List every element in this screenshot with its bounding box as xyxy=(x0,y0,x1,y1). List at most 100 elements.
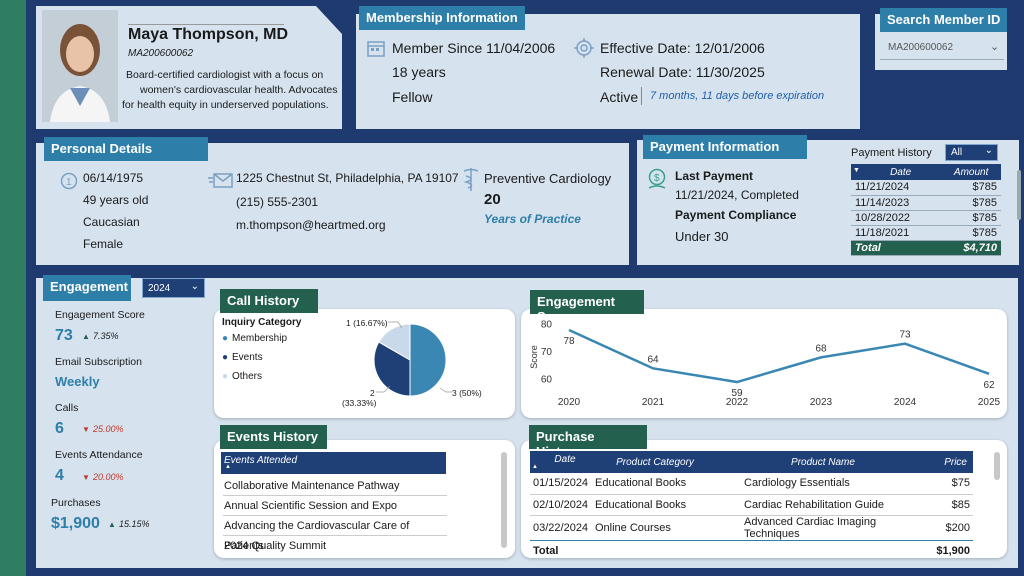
phone: (215) 555-2301 xyxy=(236,195,319,209)
payment-date: 11/14/2023 xyxy=(851,195,942,211)
legend-events: Events xyxy=(232,352,263,363)
purchase-category: Online Courses xyxy=(592,515,718,541)
legend-others: Others xyxy=(232,371,263,382)
engagement-score-change: 7.35% xyxy=(93,331,119,341)
pie-label-events-count: 2 xyxy=(370,388,375,398)
payment-amount: $785 xyxy=(941,210,1001,226)
pie-leader-others xyxy=(388,321,403,329)
arrow-down-icon: ▼ xyxy=(82,473,90,482)
payment-col-date-label: Date xyxy=(890,166,912,178)
effective-date: Effective Date: 12/01/2006 xyxy=(600,40,765,56)
purchase-total-value: $1,900 xyxy=(936,544,970,557)
address: 1225 Chestnut St, Philadelphia, PA 19107 xyxy=(236,171,459,185)
pie-leader-membership xyxy=(439,387,452,393)
purchases-label: Purchases xyxy=(51,497,101,509)
purchase-price: $200 xyxy=(928,515,973,541)
list-item: Annual Scientific Session and Expo xyxy=(223,496,447,516)
arrow-down-icon: ▼ xyxy=(82,425,90,434)
engagement-year-value: 2024 xyxy=(148,283,171,294)
search-header: Search Member ID xyxy=(880,8,1008,32)
chevron-down-icon[interactable]: ⌄ xyxy=(990,41,1000,53)
events-col-header[interactable]: Events Attended ▲ xyxy=(221,452,446,474)
events-attendance-change: 20.00% xyxy=(93,472,124,482)
purchase-date: 03/22/2024 xyxy=(530,515,592,541)
engagement-score-card xyxy=(521,309,1007,418)
legend-dot-others: ● xyxy=(222,371,229,382)
payment-amount: $785 xyxy=(941,195,1001,211)
expiry-note: 7 months, 11 days before expiration xyxy=(650,90,825,102)
purchases-value: $1,900 xyxy=(51,515,100,532)
engagement-score-header: Engagement Score xyxy=(530,290,644,324)
profile-name: Maya Thompson, MD xyxy=(128,26,289,43)
sort-desc-icon: ▼ xyxy=(853,166,860,174)
events-col-label: Events Attended xyxy=(224,455,298,466)
scrollbar[interactable] xyxy=(501,452,507,548)
payment-col-amount[interactable]: Amount xyxy=(941,164,1001,180)
purchase-col-price[interactable]: Price xyxy=(928,451,973,473)
events-history-header: Events History xyxy=(220,425,327,449)
purchase-col-category[interactable]: Product Category xyxy=(592,451,718,473)
series-line xyxy=(568,328,990,384)
x-tick-label: 2021 xyxy=(642,397,665,408)
mail-icon xyxy=(208,173,233,188)
email-subscription-label: Email Subscription xyxy=(55,356,142,368)
engagement-year-select[interactable]: 2024 ⌄ xyxy=(142,278,205,298)
x-tick-label: 2020 xyxy=(558,397,581,408)
payment-history-filter[interactable]: All ⌄ xyxy=(945,144,998,161)
data-label: 62 xyxy=(983,380,995,391)
purchase-total-label: Total xyxy=(533,544,559,557)
payment-col-date[interactable]: ▼ Date xyxy=(851,164,942,180)
pie-label-others: 1 (16.67%) xyxy=(346,318,388,328)
x-tick-label: 2024 xyxy=(894,397,917,408)
scrollbar[interactable] xyxy=(1017,170,1021,220)
legend-dot-membership: ● xyxy=(222,333,229,344)
calls-value: 6 xyxy=(55,420,64,437)
target-icon xyxy=(574,38,594,58)
ethnicity: Caucasian xyxy=(83,215,140,229)
profile-bio-line-2: women's cardiovascular health. Advocates xyxy=(140,84,338,96)
status-divider xyxy=(641,87,642,105)
data-label: 64 xyxy=(647,354,659,365)
y-axis-label: Score xyxy=(529,345,539,369)
compliance-label: Payment Compliance xyxy=(675,208,797,222)
purchase-date: 01/15/2024 xyxy=(530,473,592,495)
avatar xyxy=(42,10,118,122)
gender: Female xyxy=(83,237,124,251)
caduceus-icon xyxy=(463,168,479,191)
email-subscription-value: Weekly xyxy=(55,374,100,389)
call-history-card xyxy=(214,309,515,418)
last-payment-label: Last Payment xyxy=(675,169,754,183)
purchase-category: Educational Books xyxy=(592,494,718,516)
profile-member-id: MA200600062 xyxy=(128,48,194,59)
table-row: 11/14/2023 $785 xyxy=(851,195,1001,211)
purchase-col-name[interactable]: Product Name xyxy=(718,451,928,473)
payment-date: 11/21/2024 xyxy=(851,180,942,196)
purchase-col-date[interactable]: ▲ Date xyxy=(530,451,592,473)
payment-date: 10/28/2022 xyxy=(851,210,942,226)
calls-change: 25.00% xyxy=(93,424,124,434)
scrollbar[interactable] xyxy=(994,452,1000,480)
member-id-select[interactable]: MA200600062 ⌄ xyxy=(880,36,1004,60)
engagement-header: Engagement xyxy=(43,275,131,301)
events-attendance-value: 4 xyxy=(55,467,64,484)
pie-slice-others xyxy=(378,323,411,361)
member-level: Fellow xyxy=(392,89,433,105)
data-label: 73 xyxy=(899,330,911,341)
payment-amount: $785 xyxy=(941,225,1001,241)
avatar-image xyxy=(42,10,118,122)
payment-total-value: $4,710 xyxy=(941,240,1001,256)
inquiry-pie-chart xyxy=(373,321,452,397)
sort-asc-icon: ▲ xyxy=(225,464,231,470)
y-tick-label: 70 xyxy=(541,347,553,358)
y-tick-label: 60 xyxy=(541,374,553,385)
payment-amount: $785 xyxy=(941,180,1001,196)
last-payment-value: 11/21/2024, Completed xyxy=(675,188,799,202)
purchase-name: Cardiac Rehabilitation Guide xyxy=(718,494,928,516)
email: m.thompson@heartmed.org xyxy=(236,218,386,232)
pie-leader-events xyxy=(376,385,391,393)
table-row: 01/15/2024 Educational Books Cardiology … xyxy=(530,473,973,495)
payment-history-table: ▼ Date Amount 11/21/2024 $785 11/14/2023 $7… xyxy=(851,164,1001,256)
member-years: 18 years xyxy=(392,64,446,80)
purchase-total-spacer-2 xyxy=(718,540,928,561)
